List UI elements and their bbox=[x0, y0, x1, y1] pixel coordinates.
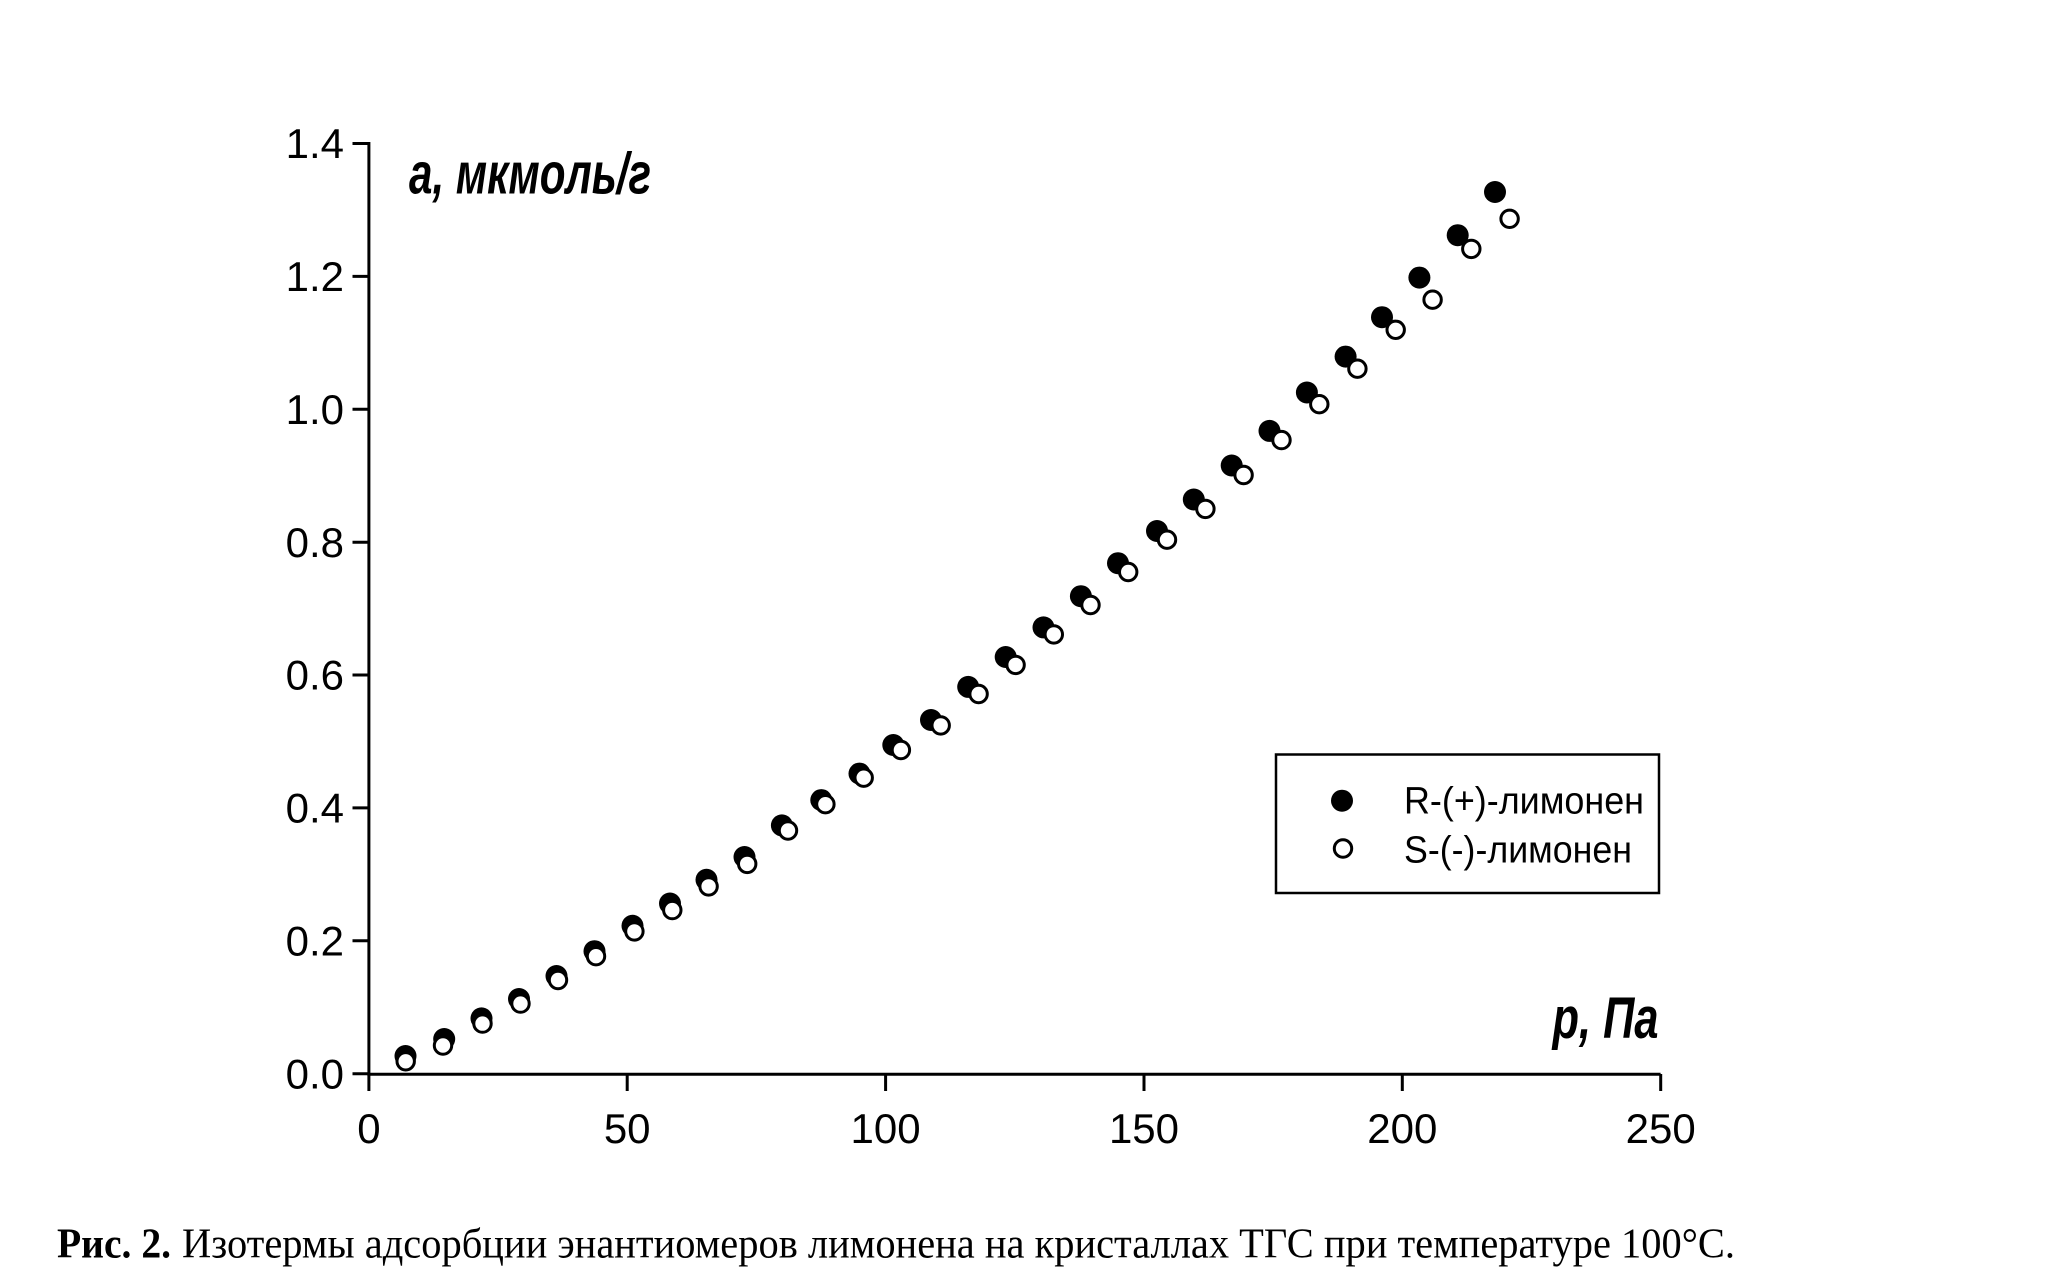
svg-text:150: 150 bbox=[1109, 1105, 1179, 1152]
svg-text:0.8: 0.8 bbox=[286, 519, 344, 566]
svg-text:1.4: 1.4 bbox=[286, 120, 344, 167]
svg-text:100: 100 bbox=[851, 1105, 921, 1152]
svg-text:200: 200 bbox=[1367, 1105, 1437, 1152]
svg-text:а, мкмоль/г: а, мкмоль/г bbox=[409, 142, 651, 207]
svg-text:Рис. 2.: Рис. 2. bbox=[57, 1221, 171, 1267]
svg-text:0.0: 0.0 bbox=[286, 1050, 344, 1097]
svg-text:0: 0 bbox=[357, 1105, 380, 1152]
svg-text:0.4: 0.4 bbox=[286, 785, 344, 832]
svg-text:R-(+)-лимонен: R-(+)-лимонен bbox=[1404, 780, 1644, 822]
svg-text:0.6: 0.6 bbox=[286, 652, 344, 699]
svg-text:250: 250 bbox=[1626, 1105, 1696, 1152]
svg-text:р, Па: р, Па bbox=[1551, 986, 1658, 1051]
svg-text:1.0: 1.0 bbox=[286, 386, 344, 433]
svg-text:50: 50 bbox=[604, 1105, 651, 1152]
svg-text:1.2: 1.2 bbox=[286, 253, 344, 300]
svg-text:S-(-)-лимонен: S-(-)-лимонен bbox=[1404, 829, 1632, 871]
svg-text:Изотермы адсорбции энантиомеро: Изотермы адсорбции энантиомеров лимонена… bbox=[182, 1221, 1735, 1267]
svg-text:0.2: 0.2 bbox=[286, 918, 344, 965]
